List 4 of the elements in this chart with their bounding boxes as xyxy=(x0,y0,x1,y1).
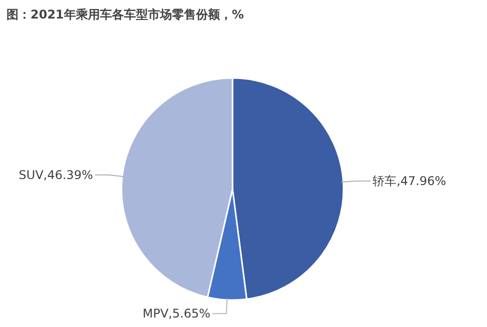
chart-title: 图：2021年乘用车各车型市场零售份额，% xyxy=(6,8,244,22)
slice-label: MPV,5.65% xyxy=(142,306,210,321)
slice-label: 轿车,47.96% xyxy=(372,174,446,188)
slice-label: SUV,46.39% xyxy=(18,168,93,182)
